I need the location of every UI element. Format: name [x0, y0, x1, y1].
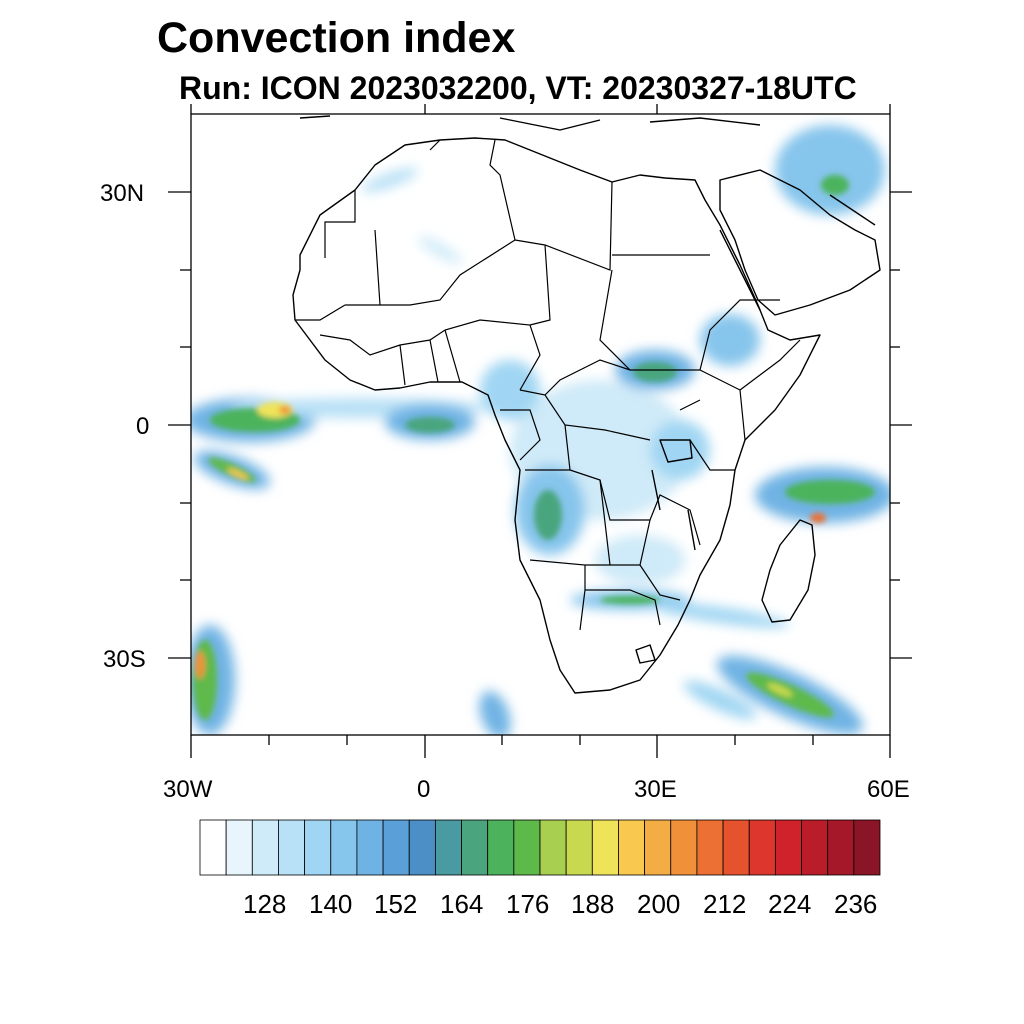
colorbar-swatch: [748, 819, 776, 876]
lon-label-30e: 30E: [634, 776, 677, 803]
borders-east: [679, 299, 801, 471]
field-northeast: [775, 125, 885, 215]
colorbar-swatch: [251, 819, 279, 876]
lat-label-0: 0: [136, 413, 150, 440]
lon-label-30w: 30W: [163, 776, 213, 803]
colorbar-label-236: 236: [834, 889, 878, 919]
colorbar-swatch: [618, 819, 646, 876]
borders-west: [295, 304, 541, 391]
colorbar: [199, 819, 881, 876]
colorbar-label-128: 128: [243, 889, 287, 919]
colorbar-label-200: 200: [637, 889, 681, 919]
colorbar-swatch: [513, 819, 541, 876]
core-sw-indian-inner: [767, 683, 793, 697]
lake-victoria: [659, 439, 693, 463]
chart-title: Convection index: [157, 14, 516, 62]
lon-label-0: 0: [417, 776, 431, 803]
colorbar-swatch: [434, 819, 462, 876]
borders-central: [500, 359, 701, 546]
core-atlantic-inner: [257, 402, 293, 418]
border-layer: [295, 139, 801, 631]
core-madagascar-ne: [785, 480, 875, 504]
field-sahara-streak: [361, 167, 419, 193]
colorbar-swatch: [539, 819, 567, 876]
colorbar-swatch: [827, 819, 855, 876]
colorbar-swatch: [853, 819, 881, 876]
persian-gulf: [829, 194, 876, 226]
colorbar-label-176: 176: [506, 889, 550, 919]
lake-malawi: [687, 509, 696, 551]
convection-field: [191, 125, 890, 735]
core-guinea: [405, 417, 455, 433]
colorbar-swatch: [225, 819, 253, 876]
core-angola: [534, 490, 562, 540]
core-atlantic-peak: [279, 406, 291, 414]
lake-tanganyika: [651, 469, 661, 511]
colorbar-swatch: [774, 819, 802, 876]
colorbar-swatch: [199, 819, 227, 876]
colorbar-swatch: [382, 819, 410, 876]
field-sw-indian-2: [683, 680, 757, 720]
colorbar-swatch: [487, 819, 515, 876]
colorbar-swatch: [670, 819, 698, 876]
colorbar-swatch: [278, 819, 306, 876]
lesotho: [635, 644, 656, 664]
field-cameroon: [480, 360, 540, 420]
colorbar-swatch: [644, 819, 672, 876]
colorbar-swatch: [565, 819, 593, 876]
colorbar-swatch: [408, 819, 436, 876]
field-ethiopia: [700, 314, 760, 366]
colorbar-swatch: [356, 819, 384, 876]
core-madagascar-inner: [810, 513, 826, 523]
field-morocco-streak: [418, 236, 462, 264]
colorbar-label-212: 212: [703, 889, 747, 919]
borders-south: [529, 479, 681, 631]
field-sa-southeast: [479, 691, 511, 735]
borders-north: [324, 139, 710, 371]
madagascar-coastline: [761, 519, 816, 623]
chart-subtitle: Run: ICON 2023032200, VT: 20230327-18UTC: [179, 70, 857, 106]
core-southsudan: [633, 362, 677, 382]
colorbar-swatch: [696, 819, 724, 876]
colorbar-swatch: [591, 819, 619, 876]
arabia-coastline: [719, 169, 881, 316]
colorbar-label-188: 188: [571, 889, 615, 919]
core-botswana: [600, 596, 660, 604]
colorbar-swatch: [801, 819, 829, 876]
lat-label-30n: 30N: [100, 180, 145, 207]
colorbar-label-152: 152: [374, 889, 418, 919]
colorbar-swatch: [461, 819, 489, 876]
europe-coastline: [299, 115, 761, 131]
colorbar-swatch: [722, 819, 750, 876]
tick-marks: [168, 104, 912, 758]
africa-coastline: [292, 137, 821, 694]
colorbar-swatch: [330, 819, 358, 876]
field-zambia: [595, 535, 685, 585]
colorbar-swatch: [304, 819, 332, 876]
core-atlantic-south-inner: [227, 468, 249, 480]
colorbar-label-224: 224: [768, 889, 812, 919]
lat-label-30s: 30S: [103, 646, 146, 673]
lon-label-60e: 60E: [867, 776, 910, 803]
core-sa-southwest-inner: [195, 651, 205, 679]
core-northeast: [821, 175, 849, 195]
field-uganda: [650, 420, 710, 480]
core-sa-southwest: [193, 640, 217, 720]
colorbar-label-164: 164: [440, 889, 484, 919]
colorbar-label-140: 140: [309, 889, 353, 919]
coastline-layer: [292, 115, 881, 694]
